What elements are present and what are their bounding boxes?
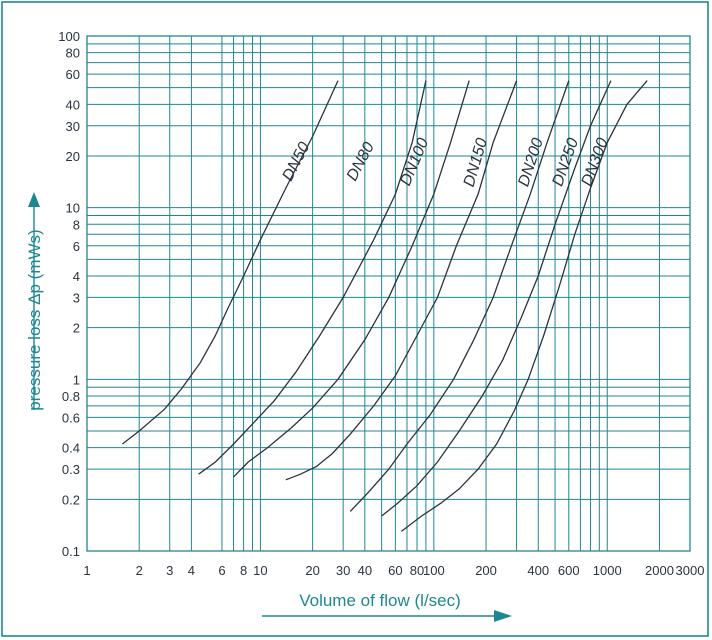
series-line-dn150	[285, 80, 518, 481]
y-tick-label: 0.4	[62, 441, 80, 456]
x-axis-arrow-head	[494, 610, 512, 622]
x-tick-label: 2	[136, 563, 143, 578]
x-tick-label: 20	[305, 563, 319, 578]
series-line-dn200	[349, 80, 570, 512]
y-tick-label: 0.1	[62, 544, 80, 559]
x-tick-label: 4	[188, 563, 195, 578]
y-axis-arrow-head	[28, 192, 40, 207]
y-tick-label: 30	[66, 119, 80, 134]
x-tick-label: 400	[527, 563, 549, 578]
y-tick-label: 0.3	[62, 462, 80, 477]
y-tick-label: 100	[58, 29, 80, 44]
x-tick-label: 8	[240, 563, 247, 578]
y-tick-label: 3	[73, 290, 80, 305]
series-line-dn80	[198, 80, 427, 475]
y-tick-labels: 0.1 0.2 0.3 0.4 0.6 0.8 1 2 3 4 6 810 20 30 40 60 80 100	[58, 29, 80, 559]
x-tick-label: 2000	[645, 563, 674, 578]
x-tick-label: 80	[410, 563, 424, 578]
y-tick-label: 80	[66, 46, 80, 61]
series-line-dn50	[122, 80, 339, 445]
series-line-dn250	[381, 80, 612, 517]
x-tick-label: 40	[358, 563, 372, 578]
x-tick-label: 30	[336, 563, 350, 578]
series-line-dn100	[233, 80, 470, 478]
x-tick-label: 10	[253, 563, 267, 578]
y-tick-label: 1	[73, 372, 80, 387]
y-tick-label: 6	[73, 239, 80, 254]
y-tick-label: 0.6	[62, 410, 80, 425]
y-tick-label: 0.2	[62, 492, 80, 507]
y-tick-label: 10	[66, 201, 80, 216]
y-tick-label: 4	[73, 269, 80, 284]
y-tick-label: 60	[66, 67, 80, 82]
x-tick-label: 1	[83, 563, 90, 578]
y-tick-label: 40	[66, 97, 80, 112]
x-tick-label: 600	[558, 563, 580, 578]
x-axis-label: Volume of flow (l/sec)	[299, 591, 461, 610]
y-tick-label: 20	[66, 149, 80, 164]
x-tick-label: 3	[166, 563, 173, 578]
x-tick-label: 1000	[593, 563, 622, 578]
y-tick-label: 8	[73, 217, 80, 232]
x-tick-label: 100	[423, 563, 445, 578]
x-tick-label: 3000	[676, 563, 705, 578]
y-tick-label: 0.8	[62, 389, 80, 404]
y-tick-label: 2	[73, 321, 80, 336]
series-line-dn300	[401, 80, 648, 532]
grid-lines	[86, 35, 691, 552]
x-tick-label: 60	[388, 563, 402, 578]
x-tick-label: 200	[475, 563, 497, 578]
x-tick-label: 6	[218, 563, 225, 578]
